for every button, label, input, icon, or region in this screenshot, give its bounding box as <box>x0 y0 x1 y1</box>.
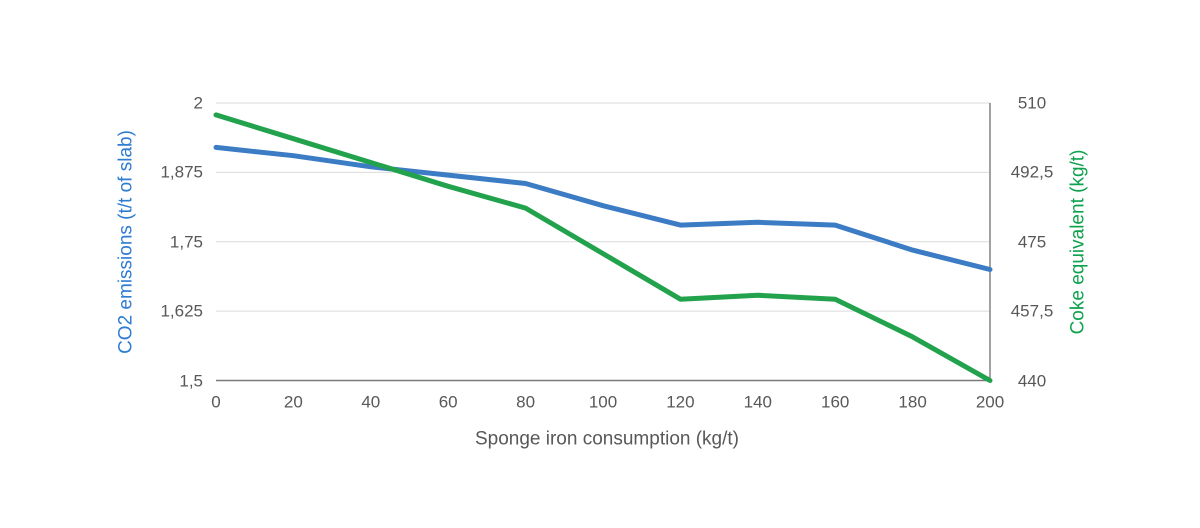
y-right-tick-label: 440 <box>1017 371 1047 390</box>
x-tick-label: 100 <box>588 392 618 412</box>
left-y-axis-title: CO2 emissions (t/t of slab) <box>115 130 137 354</box>
x-tick-label: 0 <box>211 392 221 412</box>
y-left-tick-label: 2 <box>193 93 203 113</box>
x-tick-label: 140 <box>743 392 772 412</box>
x-tick-label: 40 <box>361 392 381 412</box>
y-left-tick-label: 1,75 <box>169 232 203 252</box>
y-left-tick-label: 1,625 <box>160 301 203 321</box>
x-tick-label: 200 <box>975 392 1005 412</box>
y-right-tick-label: 492,5 <box>1010 162 1054 182</box>
co2-emissions-line <box>213 144 993 272</box>
x-tick-label: 180 <box>898 392 927 412</box>
x-tick-label: 60 <box>438 392 458 412</box>
x-tick-label: 80 <box>516 392 536 412</box>
x-tick-label: 160 <box>821 392 850 412</box>
y-right-tick-label: 475 <box>1017 232 1047 252</box>
x-axis-title: Sponge iron consumption (kg/t) <box>474 428 740 450</box>
y-right-tick-label: 457,5 <box>1010 301 1054 321</box>
x-tick-label: 120 <box>666 392 695 412</box>
x-tick-label: 20 <box>283 392 303 412</box>
right-y-axis-title: Coke equivalent (kg/t) <box>1067 149 1089 335</box>
y-right-tick-label: 510 <box>1017 93 1047 113</box>
y-left-tick-label: 1,5 <box>179 371 203 390</box>
y-left-tick-label: 1,875 <box>160 162 203 182</box>
coke-equivalent-line <box>213 112 993 383</box>
